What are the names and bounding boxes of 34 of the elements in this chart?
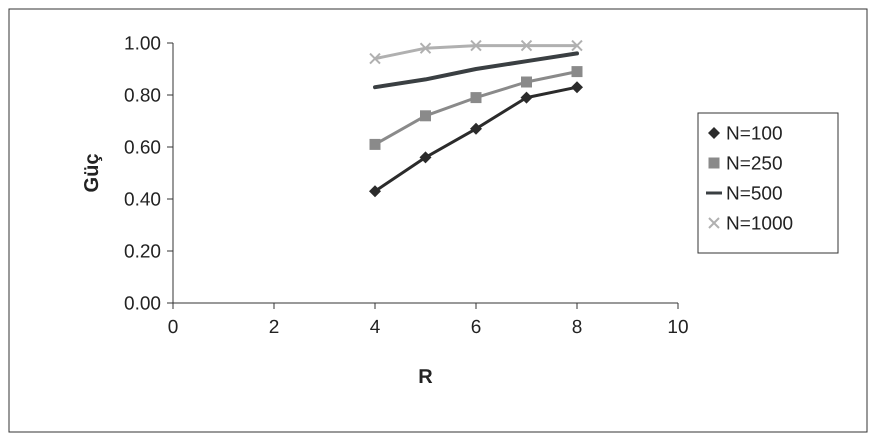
- x-tick-label: 6: [470, 317, 482, 338]
- x-tick-label: 4: [370, 317, 381, 338]
- point: [369, 52, 381, 65]
- y-tick-label: 0.60: [124, 138, 161, 159]
- point: [420, 110, 431, 122]
- point: [470, 122, 482, 135]
- point: [572, 66, 582, 78]
- y-tick-label: 1.00: [124, 34, 161, 55]
- x-tick-label: 2: [268, 317, 280, 338]
- point: [520, 92, 532, 104]
- x-tick-label: 8: [572, 317, 582, 338]
- point: [369, 185, 381, 198]
- point: [571, 81, 583, 94]
- point: [470, 92, 482, 104]
- legend-label: N=100: [726, 124, 783, 145]
- point: [370, 138, 380, 150]
- line-series: [373, 51, 579, 90]
- y-tick-label: 0.80: [124, 86, 161, 107]
- point: [420, 151, 432, 164]
- legend-label: N=500: [726, 184, 783, 205]
- y-tick-label: 0.40: [124, 190, 161, 211]
- y-axis-title: Güç: [81, 154, 103, 192]
- y-tick-label: 0.20: [124, 242, 161, 263]
- legend-label: N=250: [726, 154, 783, 175]
- legend-label: N=1000: [726, 214, 794, 235]
- point: [470, 40, 482, 52]
- x-axis-title: R: [418, 366, 434, 388]
- point: [571, 40, 583, 52]
- point: [520, 40, 532, 52]
- x-tick-label: 0: [168, 317, 178, 338]
- x-tick-label: 10: [667, 317, 689, 338]
- point: [420, 42, 432, 54]
- point: [521, 76, 532, 88]
- y-tick-label: 0.00: [124, 294, 161, 315]
